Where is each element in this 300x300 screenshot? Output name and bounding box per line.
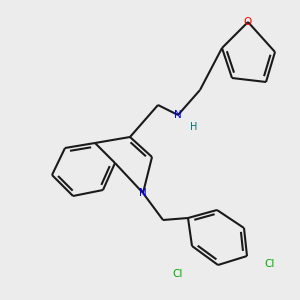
- Text: Cl: Cl: [173, 269, 183, 279]
- Text: Cl: Cl: [265, 259, 275, 269]
- Text: N: N: [174, 110, 182, 120]
- Text: O: O: [244, 17, 252, 27]
- Text: H: H: [190, 122, 197, 131]
- Text: N: N: [139, 188, 147, 198]
